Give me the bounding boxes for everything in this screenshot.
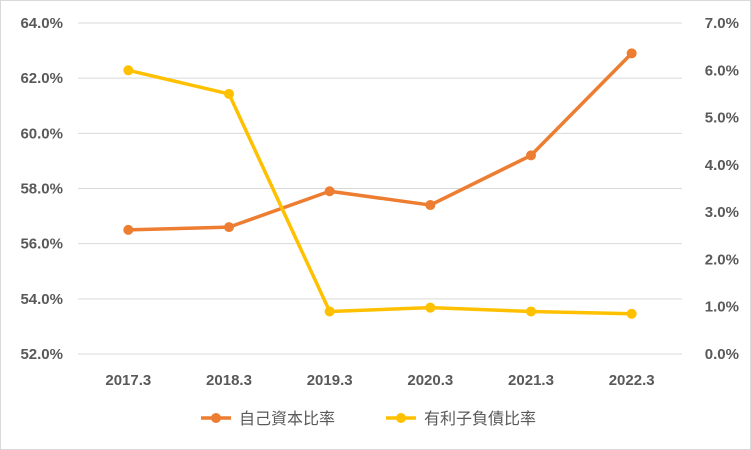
x-tick-label: 2017.3: [105, 372, 151, 389]
x-tick-label: 2022.3: [609, 372, 655, 389]
data-point: [324, 186, 335, 197]
left-tick-label: 54.0%: [20, 291, 63, 308]
left-tick-label: 60.0%: [20, 125, 63, 142]
left-tick-label: 62.0%: [20, 70, 63, 87]
x-tick-label: 2021.3: [508, 372, 554, 389]
left-tick-label: 52.0%: [20, 346, 63, 363]
legend[interactable]: 自己資本比率 有利子負債比率: [201, 409, 536, 428]
right-tick-label: 1.0%: [705, 299, 739, 316]
left-tick-label: 58.0%: [20, 181, 63, 198]
x-tick-label: 2019.3: [307, 372, 353, 389]
x-axis-ticks: 2017.3 2018.3 2019.3 2020.3 2021.3 2022.3: [105, 372, 654, 389]
right-tick-label: 6.0%: [705, 62, 739, 79]
legend-label-2[interactable]: 有利子負債比率: [424, 409, 536, 428]
data-point: [425, 302, 436, 313]
x-tick-label: 2020.3: [407, 372, 453, 389]
data-point: [626, 48, 637, 59]
series-line-2: [126, 68, 634, 316]
data-point: [224, 222, 234, 233]
left-tick-label: 56.0%: [20, 236, 63, 253]
right-tick-label: 3.0%: [705, 204, 739, 221]
legend-marker-2: [396, 413, 406, 423]
series-line-1: [126, 51, 634, 232]
data-point: [123, 224, 134, 235]
gridlines: [78, 22, 682, 355]
right-tick-label: 5.0%: [705, 110, 739, 127]
data-point: [324, 306, 335, 317]
x-tick-label: 2018.3: [206, 372, 252, 389]
right-tick-label: 4.0%: [705, 157, 739, 174]
left-tick-label: 64.0%: [20, 15, 63, 32]
data-point: [626, 308, 637, 319]
right-tick-label: 0.0%: [705, 346, 739, 363]
data-point: [224, 88, 234, 99]
right-tick-label: 7.0%: [705, 15, 739, 32]
series-group: [123, 48, 637, 319]
data-point: [526, 306, 536, 317]
legend-marker-1: [211, 413, 221, 423]
left-axis-ticks: 52.0% 54.0% 56.0% 58.0% 60.0% 62.0% 64.0%: [20, 15, 63, 363]
data-point: [425, 200, 436, 211]
data-point: [526, 150, 536, 161]
data-point: [123, 65, 134, 76]
legend-label-1[interactable]: 自己資本比率: [239, 409, 335, 428]
right-axis-ticks: 0.0% 1.0% 2.0% 3.0% 4.0% 5.0% 6.0% 7.0%: [705, 15, 739, 363]
right-tick-label: 2.0%: [705, 251, 739, 268]
